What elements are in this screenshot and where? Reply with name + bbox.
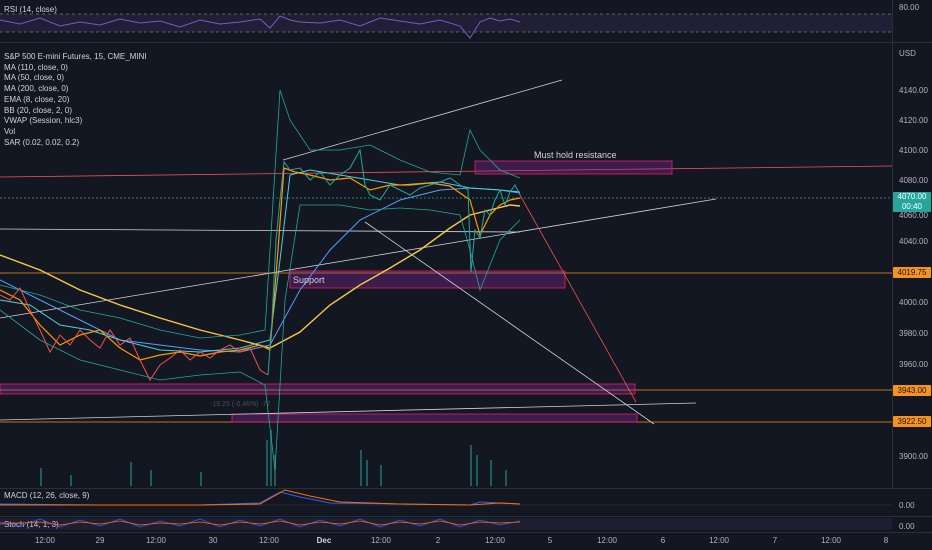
pane-separator[interactable] (0, 42, 932, 43)
indicator-vol[interactable]: Vol (4, 126, 16, 136)
time-label: Dec (316, 536, 332, 545)
main-legend[interactable]: S&P 500 E-mini Futures, 15, CME_MINI MA … (4, 52, 147, 148)
time-label: 12:00 (596, 536, 618, 545)
time-label: 12:00 (258, 536, 280, 545)
target-zone-1 (0, 383, 636, 395)
projection-arrow (519, 194, 637, 403)
time-label: 12:00 (370, 536, 392, 545)
time-label: 7 (772, 536, 778, 545)
support-price-tag[interactable]: 4019.75 (893, 267, 931, 278)
volume-bars (40, 430, 507, 486)
time-label: 5 (547, 536, 553, 545)
time-label: 12:00 (145, 536, 167, 545)
price-scale[interactable] (892, 43, 932, 488)
indicator-ma200[interactable]: MA (200, close, 0) (4, 84, 69, 94)
flat-trendline (0, 228, 521, 233)
time-label: 6 (660, 536, 666, 545)
currency-label: USD (899, 49, 916, 58)
support-zone (289, 270, 566, 289)
rsi-level: 80.00 (899, 3, 920, 12)
measure-annotation: -19.25 (-0.46%) -77 (210, 401, 271, 408)
rsi-pane[interactable] (0, 0, 892, 42)
time-label: 8 (883, 536, 889, 545)
macd-value: 0.00 (899, 501, 915, 510)
rsi-line (0, 15, 521, 39)
resistance-zone (474, 160, 673, 175)
time-label: 12:00 (820, 536, 842, 545)
ma200-line (0, 204, 521, 349)
bollinger-upper (0, 89, 521, 339)
indicator-ma110[interactable]: MA (110, close, 0) (4, 62, 68, 72)
rsi-band (0, 14, 892, 32)
time-label: 12:00 (708, 536, 730, 545)
price-tick-3900: 3900.00 (899, 452, 928, 461)
pane-separator[interactable] (0, 488, 932, 489)
indicator-ema[interactable]: EMA (8, close, 20) (4, 94, 70, 104)
indicator-vwap[interactable]: VWAP (Session, hlc3) (4, 116, 83, 126)
time-label: 2 (435, 536, 441, 545)
target-zone-2 (231, 413, 638, 423)
price-tick-3960: 3960.00 (899, 360, 928, 369)
bottom-trendline (0, 402, 697, 421)
target1-price-tag[interactable]: 3943.00 (893, 385, 931, 396)
time-label: 12:00 (484, 536, 506, 545)
rising-trendline (0, 198, 717, 319)
symbol-title[interactable]: S&P 500 E-mini Futures, 15, CME_MINI (4, 52, 147, 61)
macd-label[interactable]: MACD (12, 26, close, 9) (4, 491, 90, 500)
resistance-annotation[interactable]: Must hold resistance (534, 150, 617, 160)
pane-separator[interactable] (0, 516, 932, 517)
stoch-label[interactable]: Stoch (14, 1, 3) (4, 520, 59, 529)
price-tick-4120: 4120.00 (899, 116, 928, 125)
upper-channel-line (282, 79, 563, 161)
rsi-scale[interactable] (892, 0, 932, 42)
indicator-sar[interactable]: SAR (0.02, 0.02, 0.2) (4, 137, 80, 147)
time-axis[interactable] (0, 533, 892, 550)
price-tick-3980: 3980.00 (899, 329, 928, 338)
rsi-label: RSI (14, close) (4, 5, 57, 14)
price-tick-4100: 4100.00 (899, 146, 928, 155)
price-tick-4000: 4000.00 (899, 298, 928, 307)
time-axis-border (0, 532, 932, 533)
price-tick-4080: 4080.00 (899, 176, 928, 185)
bar-countdown: 00:40 (901, 202, 923, 211)
falling-trendline (364, 221, 655, 425)
indicator-ma50[interactable]: MA (50, close, 0) (4, 73, 65, 83)
last-price-value: 4070.00 (897, 192, 927, 201)
support-annotation[interactable]: Support (293, 275, 325, 285)
stoch-value: 0.00 (899, 522, 915, 531)
target2-price-tag[interactable]: 3922.50 (893, 416, 931, 427)
time-label: 29 (95, 536, 105, 545)
time-label: 30 (208, 536, 218, 545)
price-tick-4040: 4040.00 (899, 237, 928, 246)
price-tick-4060: 4060.00 (899, 211, 928, 220)
candles (0, 148, 521, 381)
resistance-line (0, 165, 893, 178)
last-price-tag[interactable]: 4070.00 00:40 (893, 192, 931, 212)
price-tick-4140: 4140.00 (899, 86, 928, 95)
indicator-bb[interactable]: BB (20, close, 2, 0) (4, 105, 73, 115)
time-label: 12:00 (34, 536, 56, 545)
bollinger-lower (0, 204, 521, 471)
ema-line (0, 167, 521, 361)
